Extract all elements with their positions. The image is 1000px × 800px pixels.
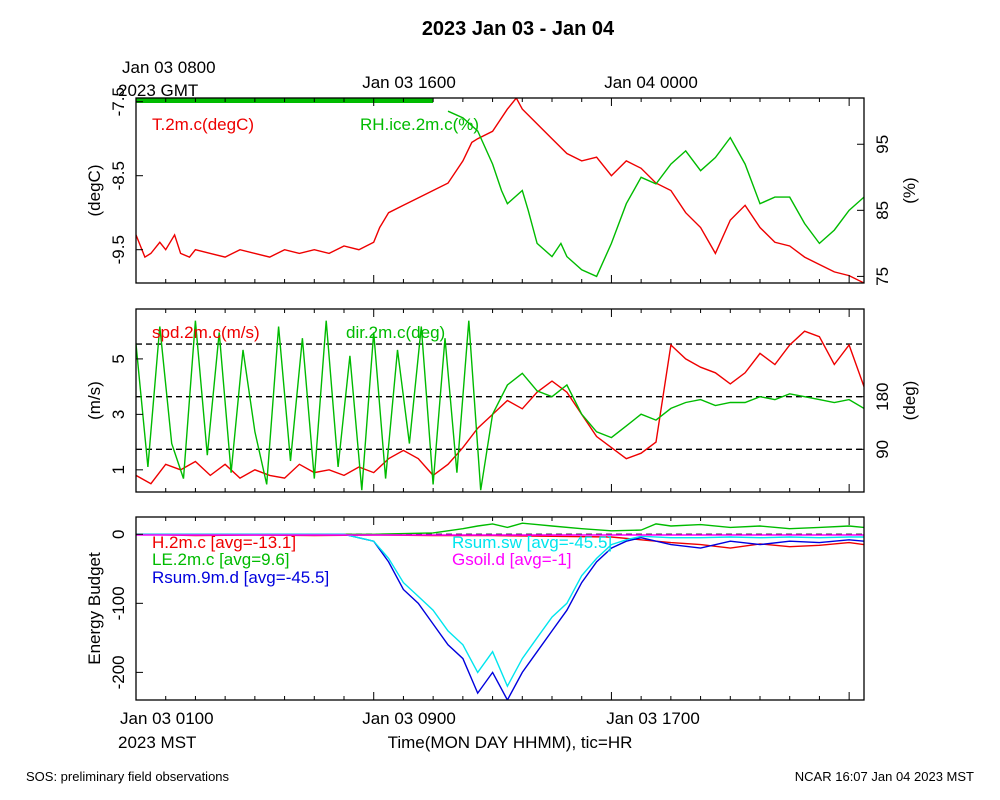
y-tick-label-left: -7.5	[109, 87, 128, 116]
series-line-blue	[136, 533, 864, 700]
bottom-axis-first-label-line2: 2023 MST	[118, 733, 196, 752]
legend-entry-green: RH.ice.2m.c(%)	[360, 115, 479, 134]
footer-right-note: NCAR 16:07 Jan 04 2023 MST	[795, 769, 974, 784]
y-tick-label-right: 95	[873, 135, 892, 154]
y-tick-label-right: 75	[873, 267, 892, 286]
y-tick-label-left: -100	[109, 586, 128, 620]
panel-frame	[135, 97, 865, 284]
top-axis-first-label-line2: 2023 GMT	[118, 81, 198, 100]
y-axis-title-left: (m/s)	[85, 381, 104, 420]
legend-entry-magenta: Gsoil.d [avg=-1]	[452, 550, 572, 569]
legend-entry-red: T.2m.c(degC)	[152, 115, 254, 134]
y-tick-label-left: 5	[109, 354, 128, 363]
temperature-humidity-panel: -9.5 -8.5 -7.5 (degC) 75 85 95 (%) T.2m.c(degC) R…	[85, 87, 919, 286]
y-tick-label-right: 180	[873, 383, 892, 411]
series-group	[136, 522, 864, 700]
bottom-axis-first-label-line1: Jan 03 0100	[120, 709, 214, 728]
y-tick-label-left: -9.5	[109, 235, 128, 264]
y-axis-title-right: (deg)	[900, 381, 919, 421]
series-group	[136, 320, 864, 491]
panel-frame	[135, 516, 865, 701]
top-axis-label-1: Jan 03 1600	[362, 73, 456, 92]
y-axis-title-right: (%)	[900, 177, 919, 203]
energy-budget-panel: -200 -100 0 Energy Budget H.2m.c [avg=-13.1]…	[85, 516, 865, 701]
legend-entry-blue: Rsum.9m.d [avg=-45.5]	[152, 568, 329, 587]
y-tick-label-right: 90	[873, 440, 892, 459]
y-tick-label-left: -200	[109, 655, 128, 689]
legend-entry-cyan: Rsum.sw [avg=-45.5]	[452, 533, 612, 552]
y-tick-label-left: -8.5	[109, 161, 128, 190]
legend-entry-red: H.2m.c [avg=-13.1]	[152, 533, 296, 552]
figure-title: 2023 Jan 03 - Jan 04	[422, 18, 615, 40]
bottom-axis-label-1: Jan 03 0900	[362, 709, 456, 728]
bottom-axis-label-2: Jan 03 1700	[606, 709, 700, 728]
legend-entry-red: spd.2m.c(m/s)	[152, 323, 260, 342]
panel-frame	[135, 308, 865, 493]
y-axis-title-left: Energy Budget	[85, 552, 104, 665]
series-line-green	[136, 522, 864, 535]
top-axis-label-2: Jan 04 0000	[604, 73, 698, 92]
x-axis-title: Time(MON DAY HHMM), tic=HR	[388, 733, 633, 752]
y-tick-label-right: 85	[873, 201, 892, 220]
legend-entry-green: LE.2m.c [avg=9.6]	[152, 550, 290, 569]
y-tick-label-left: 1	[109, 465, 128, 474]
y-axis-title-left: (degC)	[85, 165, 104, 217]
legend-entry-green: dir.2m.c(deg)	[346, 323, 445, 342]
series-line-green	[136, 320, 864, 491]
series-line-red	[136, 330, 864, 485]
footer-left-note: SOS: preliminary field observations	[26, 769, 230, 784]
y-tick-label-left: 3	[109, 410, 128, 419]
y-tick-label-left: 0	[109, 530, 128, 539]
top-axis-first-label-line1: Jan 03 0800	[122, 58, 216, 77]
wind-panel: 1 3 5 (m/s) 90 180 (deg) spd.2m.c(m/s) dir.2m.c(…	[85, 308, 919, 493]
series-line-red	[136, 98, 864, 283]
series-line-green	[447, 110, 864, 278]
series-line-cyan	[136, 533, 864, 688]
